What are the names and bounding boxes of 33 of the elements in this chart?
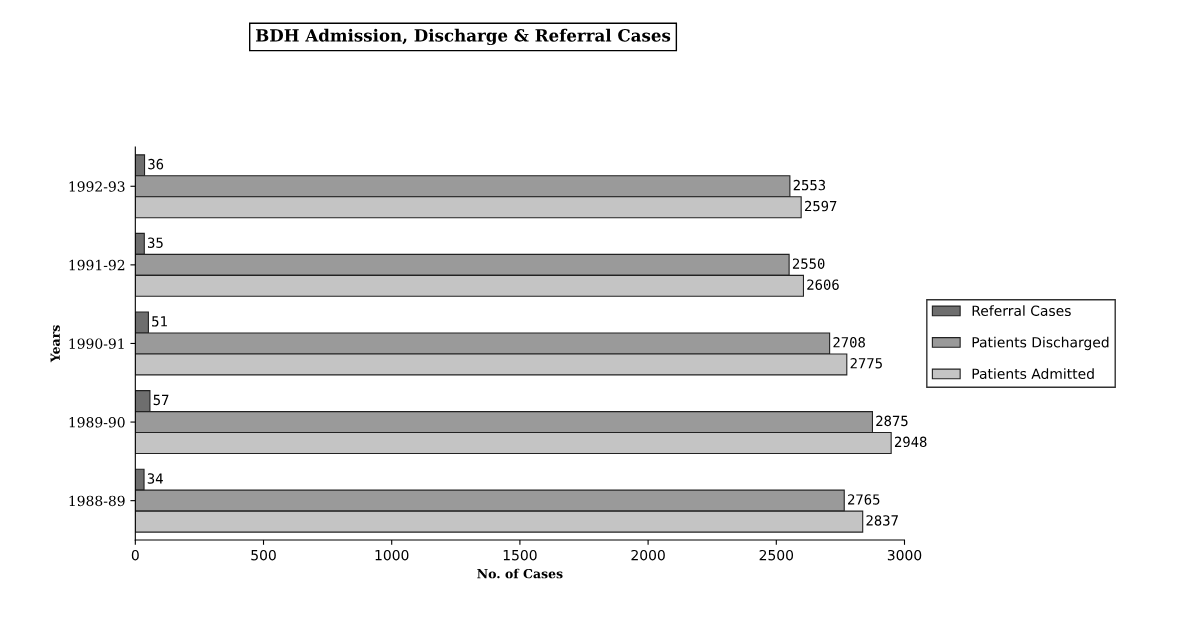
- y-tick-label: 1991-92: [69, 259, 125, 271]
- legend-label: Patients Discharged: [972, 336, 1109, 351]
- y-tick-label: 1989-90: [69, 417, 125, 428]
- data-label: 2948: [894, 436, 927, 448]
- x-tick-label: 3000: [887, 549, 922, 561]
- x-axis-title: No. of Cases: [477, 568, 563, 579]
- x-tick-label: 500: [251, 549, 276, 561]
- data-label: 2765: [848, 494, 880, 505]
- x-tick-label: 1000: [375, 549, 409, 561]
- data-label: 2708: [833, 337, 865, 348]
- y-tick-label: 1990-91: [69, 338, 124, 349]
- data-label: 2606: [807, 279, 839, 290]
- y-axis-title: Years: [50, 325, 60, 363]
- data-label: 51: [152, 316, 167, 327]
- data-label: 2837: [866, 515, 898, 526]
- legend-label: Referral Cases: [972, 305, 1071, 316]
- data-label: 57: [153, 394, 169, 406]
- x-tick-label: 2500: [759, 549, 794, 561]
- y-tick-label: 1988-89: [69, 495, 125, 507]
- chart-title: BDH Admission, Discharge & Referral Cases: [255, 28, 671, 46]
- data-label: 2550: [792, 258, 825, 269]
- data-label: 35: [148, 237, 163, 248]
- data-label: 2597: [804, 200, 837, 212]
- y-tick-label: 1992-93: [69, 181, 125, 192]
- legend-label: Patients Admitted: [972, 368, 1094, 379]
- data-label: 36: [148, 158, 164, 170]
- data-label: 2553: [793, 179, 826, 191]
- data-label: 2875: [876, 415, 908, 427]
- data-label: 2775: [850, 357, 882, 369]
- x-tick-label: 1500: [503, 549, 537, 561]
- x-tick-label: 2000: [631, 549, 665, 561]
- data-label: 34: [147, 473, 163, 484]
- x-tick-label: 0: [131, 549, 139, 561]
